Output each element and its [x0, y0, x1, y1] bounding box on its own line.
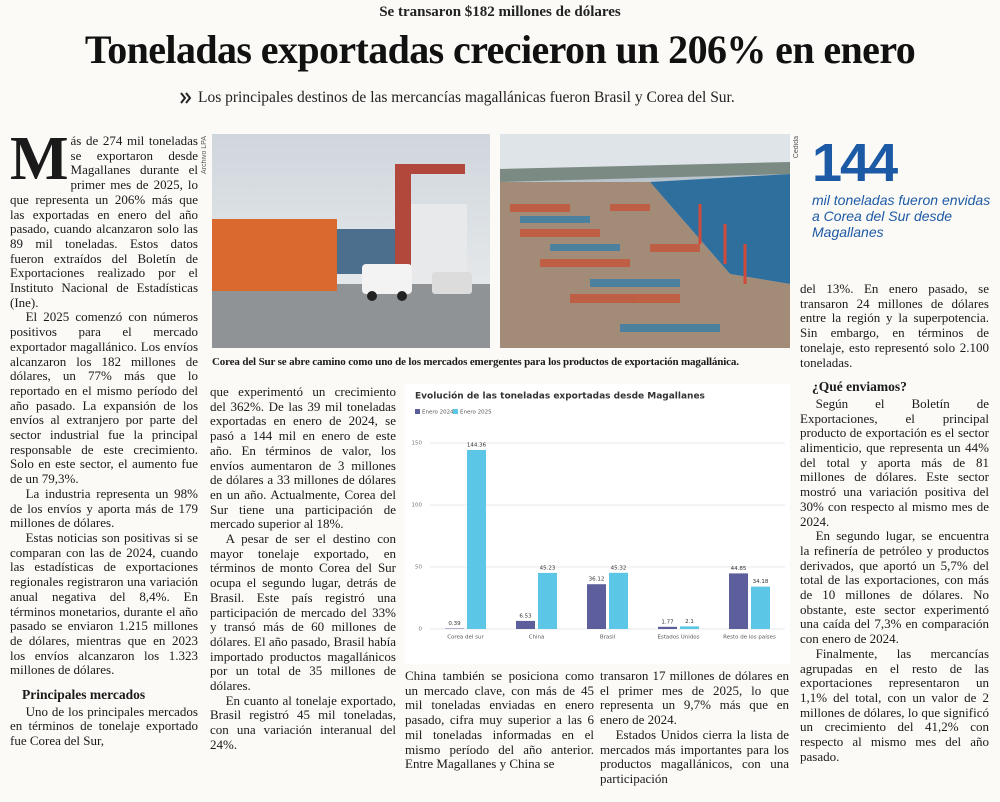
- drop-cap: M: [10, 134, 69, 193]
- paragraph: La industria representa un 98% de los en…: [10, 485, 198, 531]
- x-tick-label: Corea del sur: [447, 635, 484, 641]
- bar: [658, 626, 677, 629]
- bar-value-label: 45.32: [611, 565, 627, 571]
- paragraph: que experimentó un crecimiento del 362%.…: [210, 385, 396, 532]
- bar: [516, 620, 535, 629]
- article-column: China también se posiciona como un merca…: [405, 669, 594, 798]
- callout-text: mil toneladas fueron envidas a Corea del…: [812, 192, 991, 240]
- photo-credit: Archivo LPA: [201, 136, 208, 174]
- x-tick-label: Brasil: [600, 635, 616, 641]
- paragraph: Finalmente, las mercancías agrupadas en …: [800, 645, 989, 764]
- paragraph: En cuanto al tonelaje exportado, Brasil …: [210, 692, 396, 752]
- photo-credit: Cedida: [793, 136, 800, 159]
- y-tick-label: 50: [415, 565, 422, 571]
- y-tick-label: 0: [419, 627, 423, 633]
- bar-value-label: 1.77: [661, 619, 674, 625]
- paragraph: El 2025 comenzó con números positivos pa…: [10, 309, 198, 487]
- bar-value-label: 34.18: [753, 579, 769, 585]
- y-tick-label: 150: [412, 441, 423, 447]
- bar: [729, 573, 748, 629]
- bar: [538, 572, 557, 629]
- subheadline-row: Los principales destinos de las mercancí…: [180, 89, 990, 107]
- section-heading: ¿Qué enviamos?: [812, 379, 907, 395]
- paragraph: China también se posiciona como un merca…: [405, 669, 594, 772]
- bar: [609, 572, 628, 629]
- article-column: que experimentó un crecimiento del 362%.…: [210, 385, 396, 798]
- x-tick-label: Resto de los países: [723, 634, 776, 641]
- photo-port-aerial: [500, 134, 790, 348]
- paragraph: del 13%. En enero pasado, se transaron 2…: [800, 282, 989, 370]
- chevron-icon: [180, 92, 192, 104]
- legend-swatch: [415, 409, 420, 414]
- photo-caption: Corea del Sur se abre camino como uno de…: [212, 356, 739, 368]
- bar-value-label: 44.85: [731, 566, 747, 572]
- bar: [587, 584, 606, 629]
- legend-label: Enero 2025: [460, 410, 492, 416]
- bar: [751, 586, 770, 629]
- article-column: transaron 17 millones de dólares en el p…: [600, 669, 789, 798]
- paragraph: Estados Unidos cierra la lista de mercad…: [600, 726, 789, 786]
- legend-label: Enero 2024: [422, 410, 454, 416]
- paragraph: transaron 17 millones de dólares en el p…: [600, 669, 789, 728]
- bar: [467, 449, 486, 629]
- section-heading: Principales mercados: [22, 687, 146, 703]
- x-tick-label: Estados Unidos: [657, 635, 699, 641]
- y-tick-label: 100: [412, 503, 423, 509]
- paragraph: Estas noticias son positivas si se compa…: [10, 529, 198, 678]
- headline: Toneladas exportadas crecieron un 206% e…: [84, 27, 916, 72]
- callout-number: 144: [812, 133, 898, 193]
- bar-value-label: 36.12: [589, 577, 605, 583]
- photo-port-trucks: [212, 134, 490, 348]
- kicker: Se transaron $182 millones de dólares: [379, 4, 621, 20]
- paragraph: En segundo lugar, se encuentra la refine…: [800, 528, 989, 647]
- bar-value-label: 144.36: [467, 442, 487, 448]
- bar-value-label: 0.39: [448, 621, 461, 627]
- x-tick-label: China: [529, 635, 545, 641]
- paragraph: Uno de los principales mercados en térmi…: [10, 703, 198, 749]
- bar: [680, 626, 699, 629]
- subheadline: Los principales destinos de las mercancí…: [198, 89, 735, 106]
- bar-value-label: 45.23: [540, 565, 556, 571]
- bar-value-label: 6.53: [519, 613, 532, 619]
- chart-title: Evolución de las toneladas exportadas de…: [415, 391, 705, 402]
- paragraph: ás de 274 mil toneladas se exportaron de…: [10, 134, 198, 310]
- legend-swatch: [453, 409, 458, 414]
- article-column: del 13%. En enero pasado, se transaron 2…: [800, 282, 989, 798]
- bar-value-label: 2.1: [685, 619, 694, 625]
- chart: Evolución de las toneladas exportadas de…: [405, 384, 790, 664]
- paragraph: Según el Boletín de Exportaciones, el pr…: [800, 395, 989, 529]
- paragraph: A pesar de ser el destino con mayor tone…: [210, 531, 396, 694]
